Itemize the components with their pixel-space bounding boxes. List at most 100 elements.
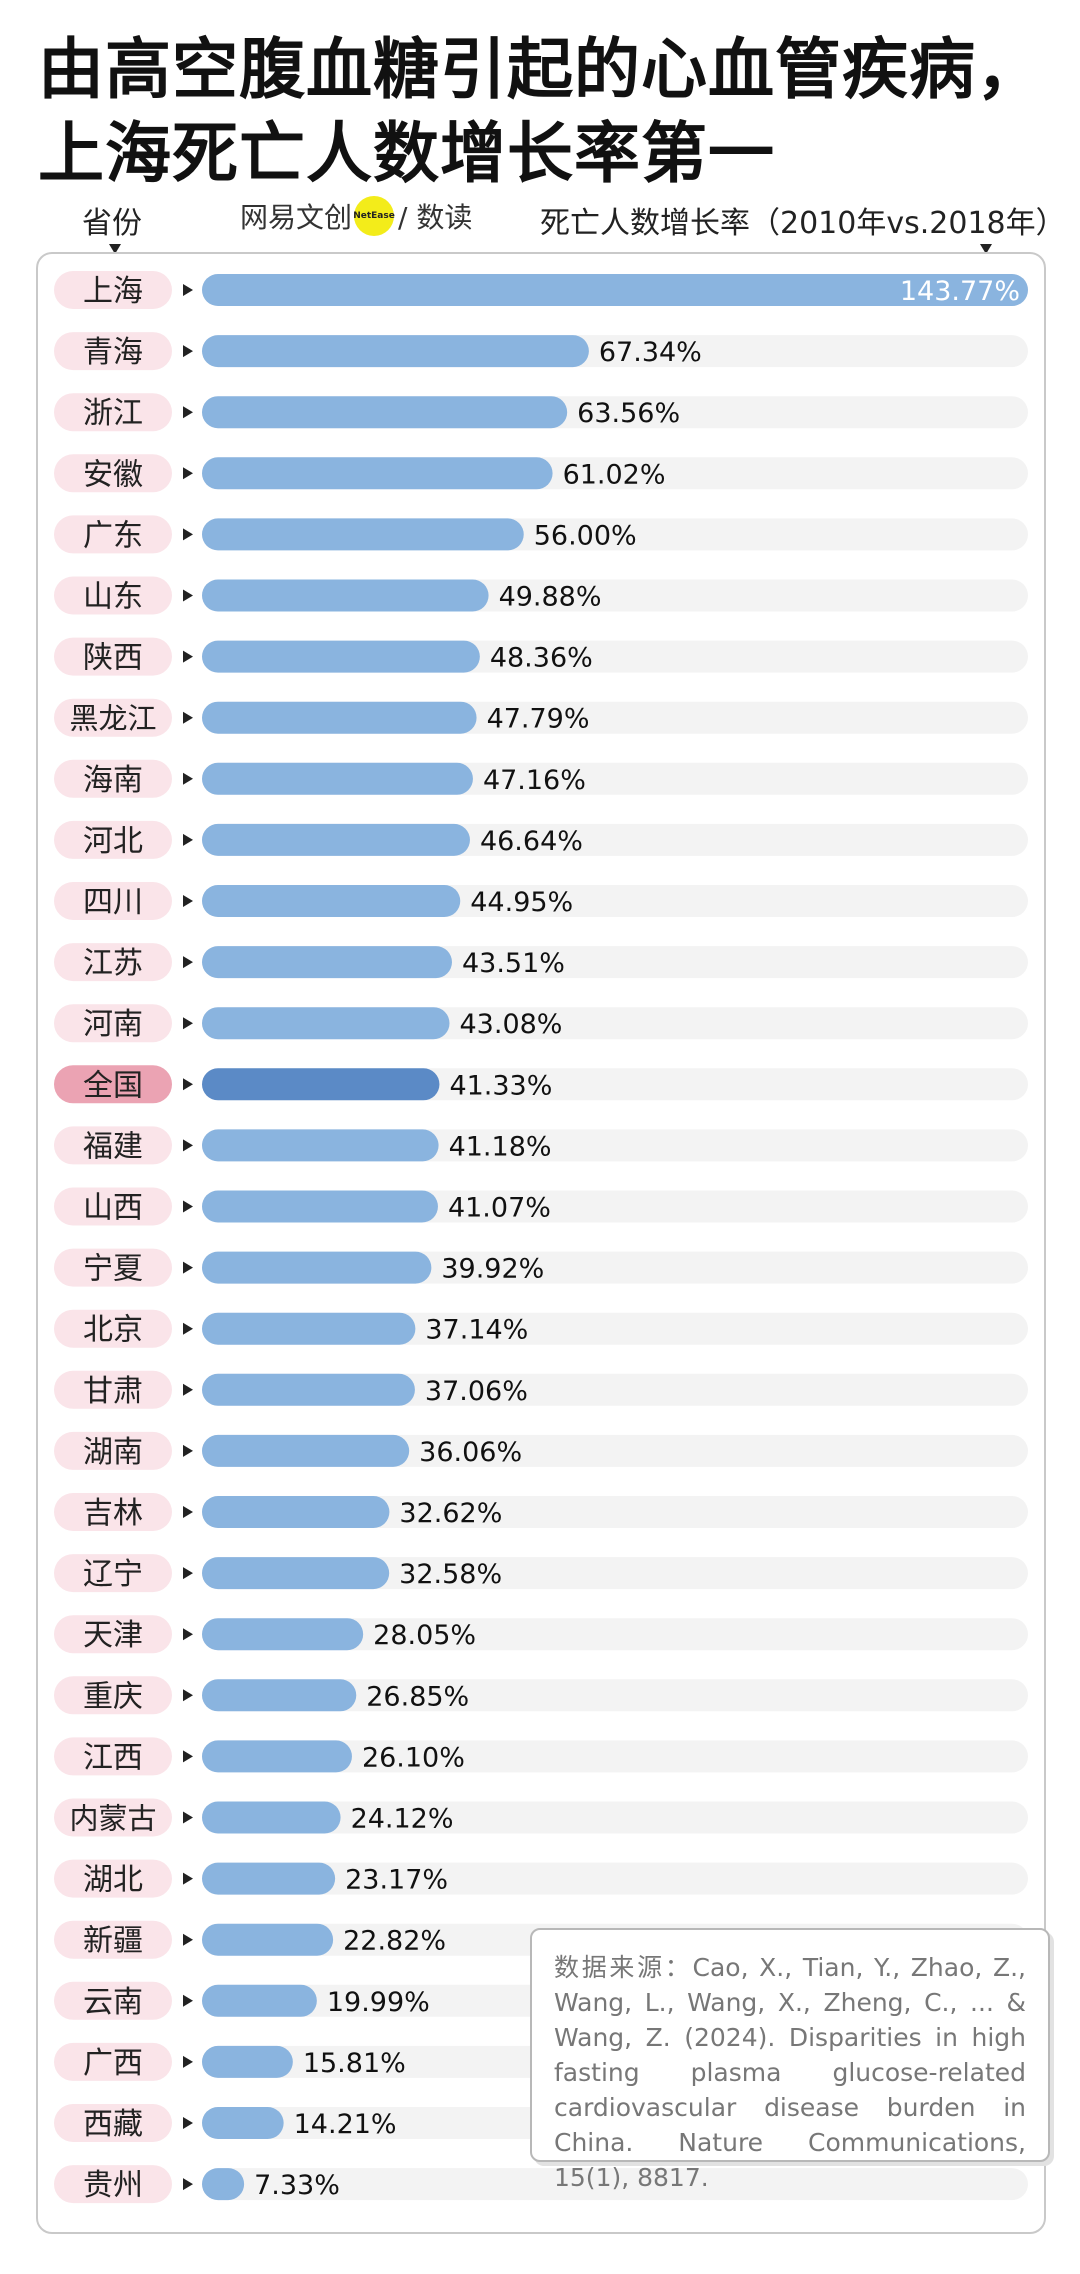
pointer-icon — [183, 2055, 193, 2068]
pointer-icon — [183, 589, 193, 602]
value-label: 26.10% — [362, 1742, 465, 1773]
category-pill — [54, 1309, 172, 1348]
category-pill — [54, 943, 172, 982]
bar — [202, 701, 477, 734]
category-pill — [54, 698, 172, 737]
bar-track — [202, 1618, 1028, 1651]
category-label: 新疆 — [83, 1924, 143, 1959]
category-label: 西藏 — [83, 2107, 143, 2142]
bar — [202, 762, 473, 795]
value-label: 67.34% — [599, 337, 702, 368]
pointer-icon — [183, 1872, 193, 1885]
category-label: 安徽 — [83, 457, 143, 492]
bar-track — [202, 1862, 1028, 1895]
value-label: 32.58% — [399, 1559, 502, 1590]
category-pill — [54, 2165, 172, 2204]
pointer-icon — [183, 772, 193, 785]
pointer-icon — [183, 895, 193, 907]
bar — [202, 1862, 336, 1895]
category-pill — [54, 1431, 172, 1470]
pointer-icon — [183, 284, 193, 296]
category-label: 江苏 — [83, 946, 143, 981]
category-label: 天津 — [83, 1618, 143, 1653]
value-label: 14.21% — [294, 2109, 397, 2140]
category-pill — [54, 1126, 172, 1165]
category-pill — [54, 820, 172, 859]
chart-title: 由高空腹血糖引起的心血管疾病， 上海死亡人数增长率第一 — [38, 28, 1058, 196]
bar — [202, 457, 553, 490]
pointer-icon — [183, 1750, 193, 1763]
category-label: 四川 — [83, 885, 143, 920]
source-note: 数据来源：Cao, X., Tian, Y., Zhao, Z., Wang, … — [530, 1928, 1050, 2192]
value-label: 44.95% — [470, 887, 573, 918]
pointer-icon — [183, 1078, 193, 1091]
value-label: 49.88% — [499, 582, 602, 613]
pointer-icon — [183, 528, 193, 541]
value-label: 28.05% — [373, 1620, 476, 1651]
bar — [202, 1496, 390, 1528]
pointer-icon — [183, 833, 193, 846]
category-pill — [54, 1004, 172, 1043]
province-arrow-icon — [109, 244, 121, 254]
bar-track — [202, 1434, 1028, 1467]
category-pill — [54, 1187, 172, 1226]
category-label: 甘肃 — [83, 1374, 143, 1409]
value-label: 56.00% — [534, 520, 637, 551]
pointer-icon — [183, 1506, 193, 1518]
category-label: 广东 — [83, 518, 143, 553]
category-pill — [54, 515, 172, 554]
bar — [202, 823, 470, 856]
bar — [202, 518, 524, 551]
pointer-icon — [183, 1200, 193, 1213]
category-pill — [54, 1248, 172, 1287]
value-label: 24.12% — [351, 1804, 454, 1835]
bar-track — [202, 1679, 1028, 1712]
value-label: 15.81% — [303, 2048, 406, 2079]
pointer-icon — [183, 2117, 193, 2129]
value-label: 41.07% — [448, 1193, 551, 1224]
pointer-icon — [183, 406, 193, 419]
value-label: 22.82% — [343, 1926, 446, 1957]
pointer-icon — [183, 1994, 193, 2007]
value-label: 47.16% — [483, 765, 586, 796]
category-pill — [54, 1676, 172, 1715]
category-label: 湖南 — [83, 1435, 143, 1470]
category-label: 陕西 — [83, 641, 143, 676]
value-label: 32.62% — [399, 1498, 502, 1529]
title-line-1: 由高空腹血糖引起的心血管疾病， — [38, 31, 1043, 108]
category-pill — [54, 1798, 172, 1837]
bar-track — [202, 1557, 1028, 1590]
category-label: 河北 — [83, 824, 143, 859]
pointer-icon — [183, 467, 193, 480]
bar — [202, 1312, 416, 1345]
pointer-icon — [183, 1811, 193, 1824]
category-label: 山东 — [83, 580, 143, 615]
category-pill — [54, 1859, 172, 1898]
value-label: 19.99% — [327, 1987, 430, 2018]
category-label: 上海 — [83, 274, 143, 309]
bar — [202, 1557, 390, 1590]
category-pill — [54, 332, 172, 371]
category-label: 北京 — [83, 1313, 143, 1348]
bar — [202, 1679, 357, 1712]
category-label: 湖北 — [83, 1863, 143, 1898]
category-label: 重庆 — [83, 1679, 143, 1714]
category-pill — [54, 1615, 172, 1654]
bar — [202, 1007, 450, 1040]
bar — [202, 1618, 364, 1651]
category-pill — [54, 1920, 172, 1959]
column-header-province: 省份 — [82, 206, 142, 241]
pointer-icon — [183, 1628, 193, 1641]
pointer-icon — [183, 1567, 193, 1580]
category-label: 宁夏 — [83, 1252, 143, 1287]
pointer-icon — [183, 1444, 193, 1457]
category-pill — [54, 1370, 172, 1409]
bar — [202, 335, 589, 368]
value-label: 41.18% — [449, 1131, 552, 1162]
pointer-icon — [183, 1383, 193, 1396]
bar — [202, 1434, 410, 1467]
bar — [202, 1740, 352, 1773]
category-pill — [54, 393, 172, 432]
bar — [202, 579, 489, 612]
